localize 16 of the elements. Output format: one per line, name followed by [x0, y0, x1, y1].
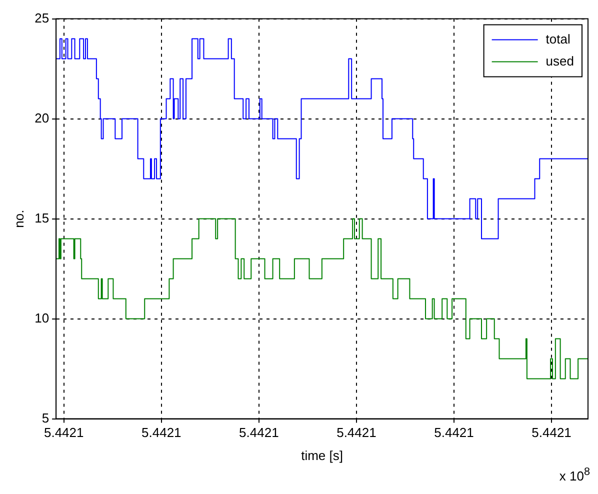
y-tick-label: 15: [34, 210, 50, 226]
x-tick-label: 5.4421: [532, 425, 572, 440]
y-axis-title: no.: [11, 210, 26, 228]
x-axis-title: time [s]: [301, 448, 343, 463]
x-tick-label: 5.4421: [434, 425, 474, 440]
y-tick-label: 10: [34, 310, 50, 326]
x-tick-label: 5.4421: [44, 425, 84, 440]
legend-label: used: [546, 53, 574, 68]
legend-label: total: [546, 31, 570, 46]
x-tick-label: 5.4421: [336, 425, 376, 440]
y-tick-label: 20: [34, 110, 50, 126]
x-tick-label: 5.4421: [239, 425, 279, 440]
x-tick-label: 5.4421: [142, 425, 182, 440]
text: x 10$^{8}$: [559, 466, 590, 484]
y-tick-label: 5: [42, 410, 50, 426]
y-tick-label: 25: [34, 10, 50, 26]
